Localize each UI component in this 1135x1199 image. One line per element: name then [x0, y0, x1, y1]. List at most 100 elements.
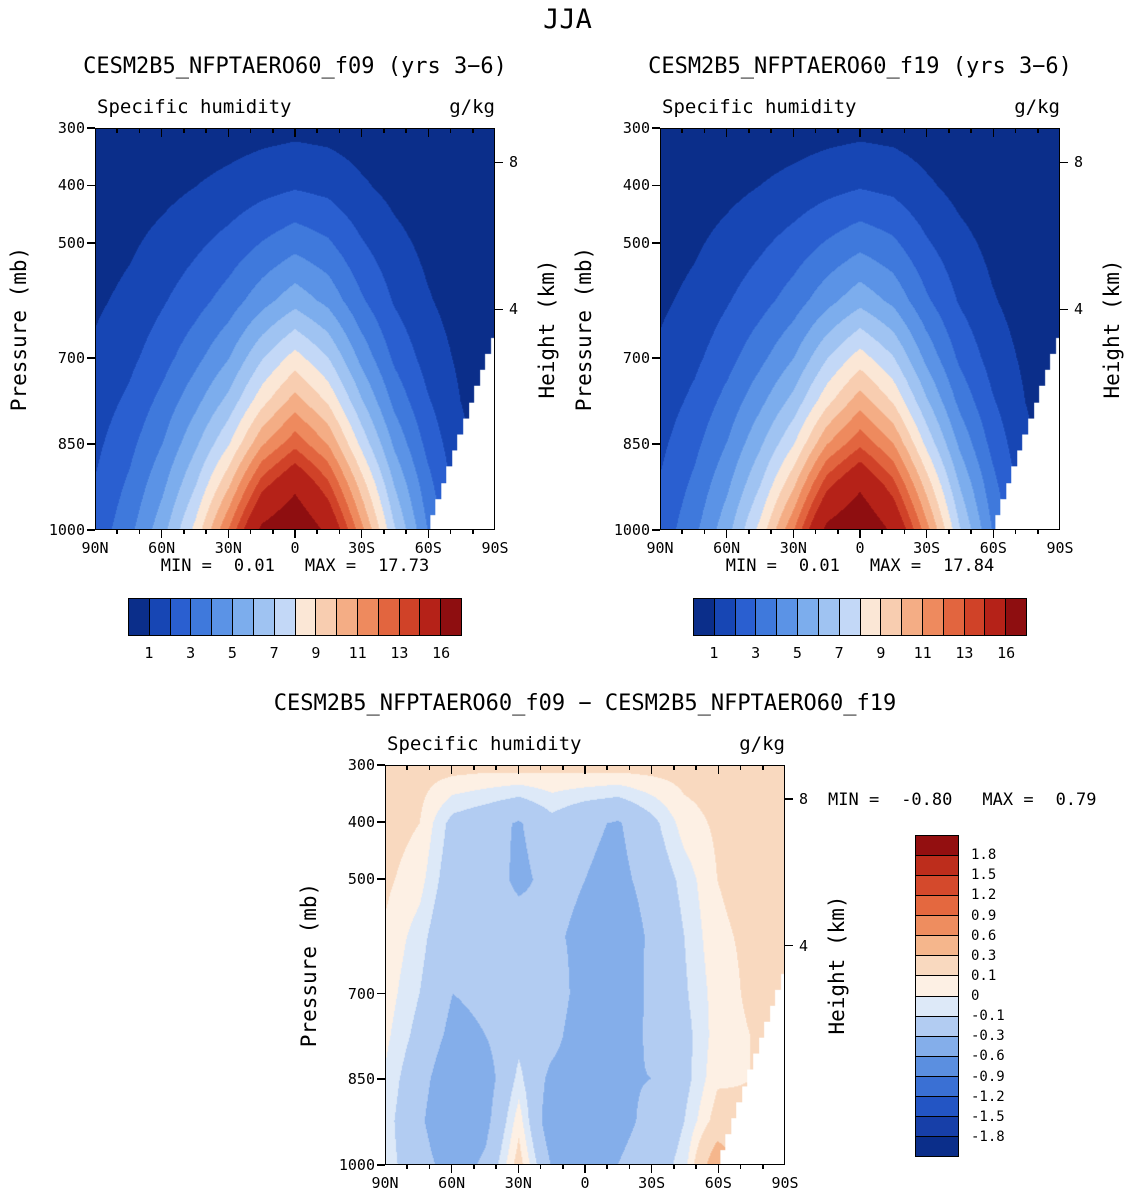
pressure-tick-label: 1000 [613, 521, 650, 539]
pressure-tick-label: 500 [57, 233, 85, 252]
lat-tick-top [739, 765, 742, 770]
colorbar-cell [838, 599, 860, 635]
lat-tick-top [205, 128, 207, 133]
minmax-stats: MIN = -0.80 MAX = 0.79 [828, 790, 1097, 810]
lat-tick-top [695, 765, 697, 770]
lat-tick-bottom [183, 530, 185, 534]
colorbar-cell [1005, 599, 1026, 635]
colorbar-tick-label: -1.5 [971, 1108, 1005, 1125]
colorbar-cell [169, 599, 191, 635]
minmax-stats: MIN = 0.01 MAX = 17.73 [95, 556, 495, 576]
lat-tick-bottom [539, 1165, 542, 1169]
field-label: Specific humidity [387, 733, 582, 755]
minmax-stats: MIN = 0.01 MAX = 17.84 [660, 556, 1060, 576]
colorbar-cell [916, 1135, 958, 1156]
colorbar-vertical [915, 835, 959, 1157]
lat-tick-label: 60S [414, 539, 442, 557]
max-value: 17.73 [378, 556, 430, 576]
colorbar-cell [694, 599, 714, 635]
lat-tick-bottom [703, 530, 706, 534]
lat-tick-top [814, 128, 817, 133]
lat-tick-bottom [249, 530, 252, 534]
lat-tick-top [539, 765, 542, 770]
colorbar-cell [984, 599, 1006, 635]
lat-tick-bottom [383, 530, 385, 534]
lat-tick-bottom [428, 1165, 431, 1169]
colorbar-tick-label: 1 [709, 644, 719, 662]
height-axis-title: Height (km) [535, 259, 559, 399]
height-axis-title: Height (km) [1100, 259, 1124, 399]
lat-tick-bottom [227, 530, 230, 538]
field-label: Specific humidity [97, 96, 292, 118]
pressure-tick [377, 992, 385, 995]
lat-tick-top [703, 128, 706, 133]
lat-tick-top [249, 128, 252, 133]
pressure-tick [652, 529, 660, 531]
colorbar-cell [916, 995, 958, 1016]
colorbar-tick-label: 5 [792, 644, 802, 662]
height-tick-label: 8 [799, 790, 809, 809]
contour-canvas-difference [386, 766, 784, 1164]
panel-title: CESM2B5_NFPTAERO60_f19 (yrs 3−6) [648, 54, 1072, 79]
colorbar-tick-label: 0.1 [971, 967, 997, 984]
lat-tick-label: 0 [855, 539, 865, 557]
colorbar-cell [916, 975, 958, 996]
lat-tick-bottom [138, 530, 141, 534]
lat-tick-top [517, 765, 520, 774]
pressure-tick [87, 184, 95, 187]
min-label: MIN = [160, 556, 212, 576]
colorbar-cell [336, 599, 357, 635]
lat-tick-top [405, 128, 407, 133]
colorbar-tick-label: -0.1 [971, 1008, 1005, 1025]
colorbar-cell [232, 599, 253, 635]
lat-tick-bottom [628, 1165, 631, 1169]
lat-tick-top [471, 128, 474, 133]
lat-tick-bottom [650, 1165, 653, 1173]
lat-tick-bottom [881, 530, 884, 534]
lat-tick-top [717, 765, 720, 774]
colorbar-tick-label: 13 [955, 644, 974, 662]
units-label: g/kg [449, 96, 495, 118]
pressure-axis-title: Pressure (mb) [297, 882, 321, 1048]
lat-tick-label: 90N [371, 1174, 399, 1192]
contour-plot-difference [385, 765, 785, 1165]
lat-tick-label: 60S [704, 1174, 732, 1192]
lat-tick-top [495, 765, 497, 770]
colorbar-cell [916, 915, 958, 936]
colorbar-tick-label: 9 [311, 644, 321, 662]
lat-tick-top [992, 128, 995, 137]
min-label: MIN = [828, 790, 880, 810]
height-tick [1060, 308, 1068, 311]
lat-tick-bottom [792, 530, 795, 538]
height-tick [785, 798, 793, 801]
colorbar-cell [916, 1115, 958, 1136]
lat-tick-top [116, 128, 119, 133]
height-tick [1060, 161, 1068, 164]
panel-title: CESM2B5_NFPTAERO60_f09 (yrs 3−6) [83, 54, 507, 79]
lat-tick-top [748, 128, 750, 133]
lat-tick-label: 30N [779, 539, 807, 557]
lat-tick-top [673, 765, 675, 770]
contour-canvas-f09 [96, 129, 494, 529]
pressure-tick [377, 821, 385, 823]
colorbar-tick-label: 13 [390, 644, 409, 662]
lat-tick-top [450, 765, 453, 774]
pressure-tick [87, 127, 95, 129]
lat-tick-label: 30N [504, 1174, 532, 1192]
lat-tick-bottom [717, 1165, 720, 1173]
colorbar-tick-label: 3 [751, 644, 761, 662]
colorbar-cell [419, 599, 441, 635]
pressure-tick-label: 1000 [338, 1156, 375, 1174]
lat-tick-label: 0 [580, 1174, 590, 1192]
lat-tick-label: 90N [646, 539, 674, 557]
lat-tick-label: 30S [348, 539, 376, 557]
lat-tick-top [948, 128, 950, 133]
lat-tick-bottom [517, 1165, 520, 1173]
pressure-tick [377, 878, 385, 881]
lat-tick-top [881, 128, 884, 133]
height-tick-label: 4 [1074, 300, 1084, 319]
units-label: g/kg [739, 733, 785, 755]
lat-tick-label: 30S [913, 539, 941, 557]
colorbar-cell [129, 599, 149, 635]
colorbar-cell [797, 599, 818, 635]
